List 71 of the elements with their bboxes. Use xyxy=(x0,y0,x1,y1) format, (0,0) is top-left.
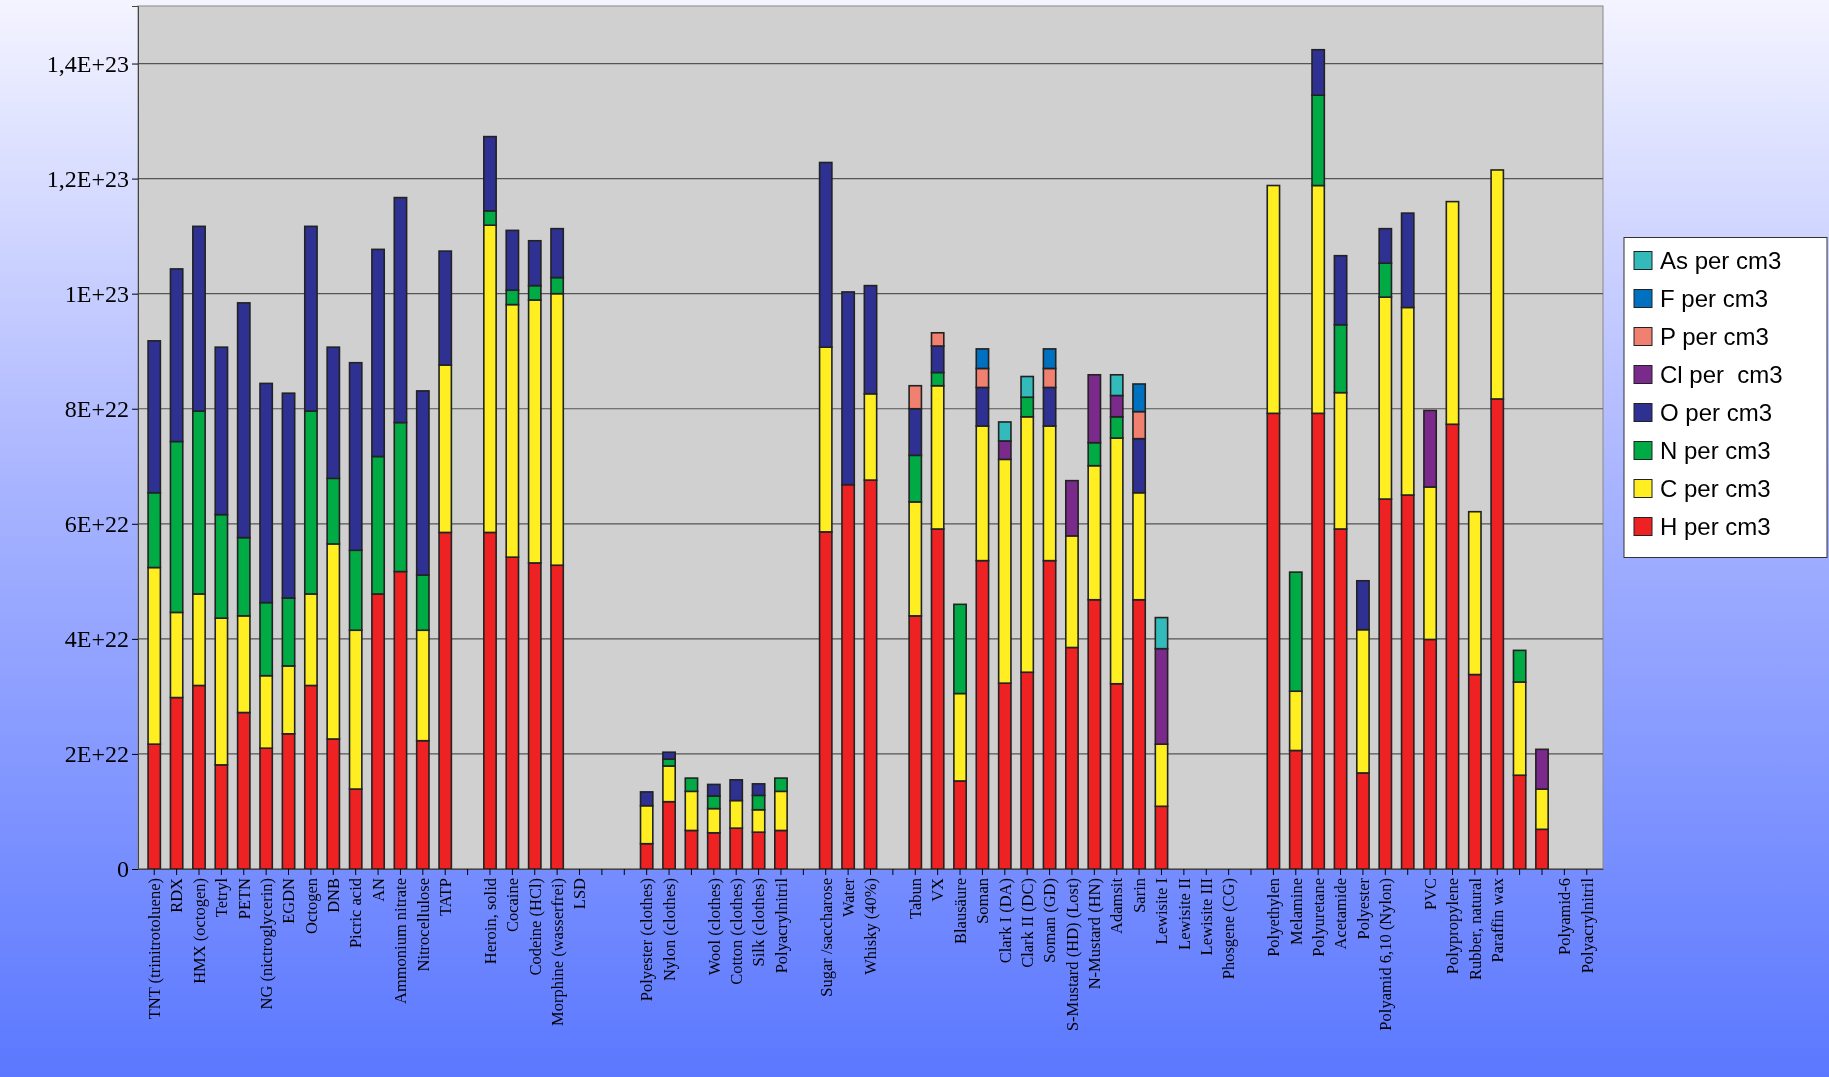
x-tick-label: Polyacrylnitril xyxy=(1577,877,1597,974)
y-tick-label: 4E+22 xyxy=(64,626,129,653)
x-tick-label: Polyester (clothes) xyxy=(637,878,657,1002)
x-tick-label: Wool (clothes) xyxy=(704,878,724,976)
legend-label: H per cm3 xyxy=(1660,512,1771,540)
x-tick-label: Soman xyxy=(973,878,993,924)
x-tick-label: Sarin xyxy=(1129,878,1149,913)
x-tick-label: PETN xyxy=(234,877,254,920)
x-tick-label: Rubber, natural xyxy=(1465,877,1485,980)
x-tick-label: Polypropylene xyxy=(1443,878,1463,975)
x-tick-label: Tabun xyxy=(906,878,926,920)
x-tick-label: NG (nictroglycerin) xyxy=(256,878,276,1010)
x-tick-label: RDX xyxy=(167,877,187,913)
x-tick-label: Nitrocellulose xyxy=(413,878,433,972)
y-tick-label: 1,4E+23 xyxy=(46,50,129,77)
x-tick-label: Water xyxy=(838,877,858,917)
x-tick-label: Phosgene (CG) xyxy=(1219,878,1239,980)
x-tick-label: Octogen xyxy=(301,878,321,934)
x-tick-label: HMX (octogen) xyxy=(189,878,209,984)
x-tick-label: Silk (clothes) xyxy=(749,878,769,967)
x-tick-label: Tetryl xyxy=(212,877,232,918)
x-tick-label: Polyuretane xyxy=(1308,878,1328,957)
x-tick-label: Polyamid-6 xyxy=(1555,878,1575,955)
legend-label: As per cm3 xyxy=(1660,246,1782,274)
x-tick-label: Lewisite I xyxy=(1152,878,1172,945)
x-tick-label: Blausäure xyxy=(950,878,970,944)
legend-label: O per cm3 xyxy=(1660,398,1773,426)
y-tick-label: 2E+22 xyxy=(64,741,129,768)
x-tick-label: PVC xyxy=(1420,878,1440,911)
x-tick-label: Acetamide xyxy=(1331,878,1351,950)
x-tick-label: Picric acid xyxy=(346,877,366,949)
x-tick-label: Morphine (wasserfrei) xyxy=(547,878,567,1026)
x-tick-label: LSD xyxy=(570,877,590,910)
x-tick-label: Sugar /saccharose xyxy=(816,878,836,997)
x-tick-label: S-Mustard (HD) (Lost) xyxy=(1062,878,1082,1032)
x-tick-label: VX xyxy=(928,877,948,902)
legend-label: C per cm3 xyxy=(1660,474,1771,502)
x-tick-label: Heroin, solid xyxy=(480,877,500,965)
x-tick-label: TNT (trinitrotoluene) xyxy=(145,878,164,1020)
x-tick-label: N-Mustard (HN) xyxy=(1085,878,1105,990)
x-tick-label: Clark I (DA) xyxy=(995,878,1015,964)
x-tick-label: Paraffin wax xyxy=(1488,877,1508,963)
x-tick-label: Nylon (clothes) xyxy=(659,878,679,982)
x-tick-label: Soman (GD) xyxy=(1040,878,1060,963)
y-tick-label: 0 xyxy=(117,856,129,883)
y-tick-label: 6E+22 xyxy=(64,510,129,537)
y-tick-label: 1,2E+23 xyxy=(46,165,129,192)
x-tick-label: DNB xyxy=(324,878,344,913)
x-tick-label: EGDN xyxy=(279,877,299,924)
x-tick-label: Ammonium nitrate xyxy=(391,878,411,1005)
x-tick-label: Clark II (DC) xyxy=(1017,878,1037,968)
x-tick-label: Codeine (HCl) xyxy=(525,878,545,976)
y-tick-label: 1E+23 xyxy=(64,280,129,307)
x-tick-label: Adamsit xyxy=(1107,877,1127,934)
x-tick-label: Polyethylen xyxy=(1264,878,1284,957)
y-tick-label: 8E+22 xyxy=(64,395,129,422)
legend-label: Cl per cm3 xyxy=(1660,360,1783,388)
legend-label: N per cm3 xyxy=(1660,436,1771,464)
legend-label: P per cm3 xyxy=(1660,322,1769,350)
x-tick-label: Whisky (40%) xyxy=(861,878,881,975)
x-tick-label: TATP xyxy=(435,878,455,917)
x-tick-label: Lewisite III xyxy=(1197,878,1217,956)
x-tick-label: Melamine xyxy=(1286,878,1306,945)
legend-label: F per cm3 xyxy=(1660,284,1769,312)
x-tick-label: Polyester xyxy=(1353,877,1373,940)
x-tick-label: Polyacrylnitril xyxy=(771,877,791,974)
x-tick-label: Polyamid 6,10 (Nylon) xyxy=(1376,878,1396,1031)
x-tick-label: Cocaine xyxy=(503,878,523,933)
x-tick-label: AN xyxy=(368,877,388,902)
x-tick-label: Cotton (clothes) xyxy=(726,878,746,985)
x-tick-label: Lewisite II xyxy=(1174,878,1194,950)
